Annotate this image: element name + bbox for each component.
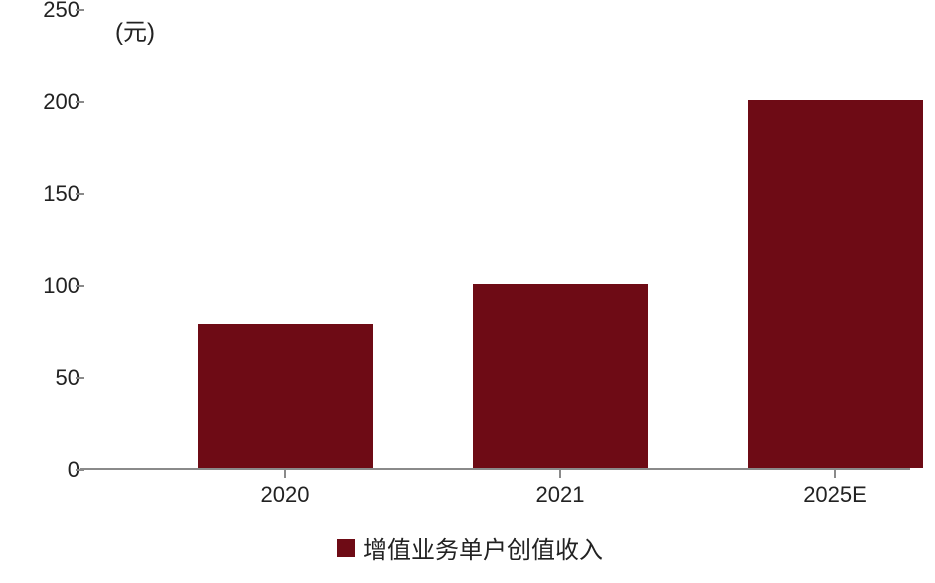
plot-area [80, 10, 910, 470]
legend-swatch [337, 539, 355, 557]
x-tick-mark [834, 470, 836, 478]
legend-item: 增值业务单户创值收入 [337, 530, 603, 565]
bar [198, 324, 373, 468]
y-tick-mark [76, 9, 84, 11]
x-tick-label: 2021 [536, 482, 585, 508]
y-tick-label: 200 [30, 89, 80, 115]
bar [748, 100, 923, 468]
y-tick-label: 150 [30, 181, 80, 207]
bar-chart: (元) 增值业务单户创值收入 0501001502002502020202120… [20, 10, 920, 570]
x-tick-label: 2020 [261, 482, 310, 508]
x-tick-mark [559, 470, 561, 478]
bar [473, 284, 648, 468]
y-tick-mark [76, 469, 84, 471]
y-tick-label: 250 [30, 0, 80, 23]
y-tick-mark [76, 101, 84, 103]
y-tick-label: 100 [30, 273, 80, 299]
legend: 增值业务单户创值收入 [20, 530, 920, 565]
y-tick-mark [76, 377, 84, 379]
y-tick-label: 50 [30, 365, 80, 391]
y-tick-mark [76, 285, 84, 287]
y-tick-mark [76, 193, 84, 195]
y-tick-label: 0 [30, 457, 80, 483]
legend-label: 增值业务单户创值收入 [363, 530, 603, 565]
x-tick-label: 2025E [803, 482, 867, 508]
x-tick-mark [284, 470, 286, 478]
